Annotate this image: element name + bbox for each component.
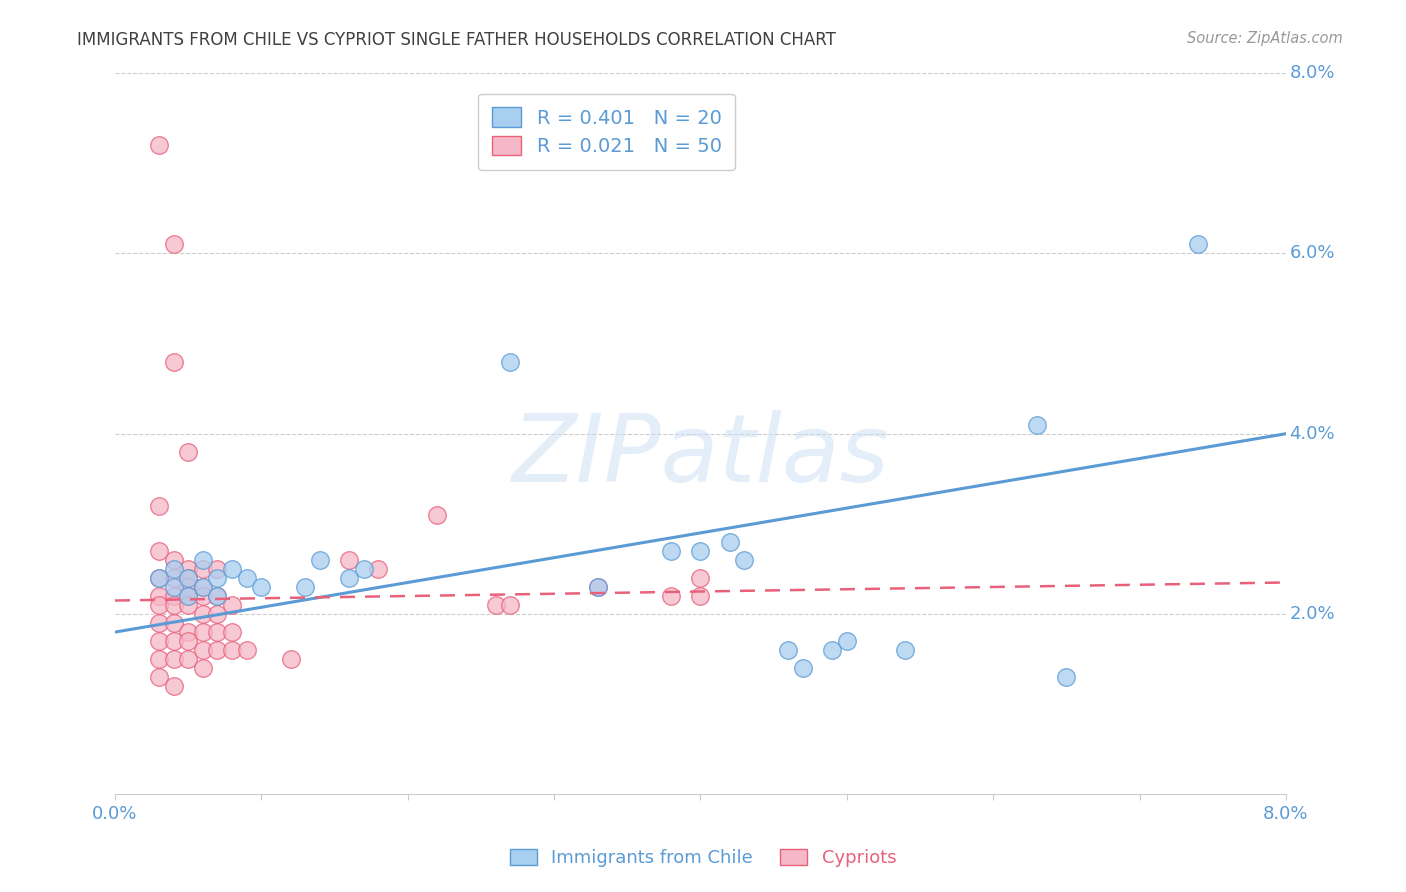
Point: [191, 625, 214, 640]
Point: [499, 598, 522, 612]
Point: [1054, 670, 1077, 684]
Point: [191, 589, 214, 603]
Point: [191, 661, 214, 675]
Point: [337, 571, 360, 585]
Point: [280, 652, 302, 666]
Point: [353, 562, 375, 576]
Text: IMMIGRANTS FROM CHILE VS CYPRIOT SINGLE FATHER HOUSEHOLDS CORRELATION CHART: IMMIGRANTS FROM CHILE VS CYPRIOT SINGLE …: [77, 31, 837, 49]
Legend: R = 0.401   N = 20, R = 0.021   N = 50: R = 0.401 N = 20, R = 0.021 N = 50: [478, 94, 735, 169]
Point: [148, 615, 170, 630]
Point: [499, 354, 522, 368]
Point: [778, 643, 800, 657]
Point: [191, 553, 214, 567]
Point: [586, 580, 609, 594]
Point: [1026, 417, 1049, 432]
Text: 6.0%: 6.0%: [1289, 244, 1334, 262]
Point: [148, 571, 170, 585]
Point: [148, 571, 170, 585]
Point: [162, 571, 184, 585]
Point: [191, 580, 214, 594]
Point: [191, 562, 214, 576]
Point: [177, 589, 200, 603]
Point: [177, 589, 200, 603]
Point: [733, 553, 755, 567]
Point: [148, 499, 170, 513]
Point: [162, 553, 184, 567]
Point: [659, 544, 682, 558]
Point: [835, 634, 858, 648]
Text: 2.0%: 2.0%: [1289, 605, 1336, 623]
Point: [177, 598, 200, 612]
Point: [191, 607, 214, 621]
Point: [207, 625, 229, 640]
Point: [162, 237, 184, 252]
Point: [426, 508, 449, 522]
Point: [689, 571, 711, 585]
Legend: Immigrants from Chile, Cypriots: Immigrants from Chile, Cypriots: [502, 841, 904, 874]
Point: [177, 652, 200, 666]
Point: [162, 580, 184, 594]
Point: [177, 444, 200, 458]
Point: [162, 652, 184, 666]
Point: [162, 598, 184, 612]
Text: 4.0%: 4.0%: [1289, 425, 1336, 442]
Text: ZIPatlas: ZIPatlas: [512, 409, 890, 500]
Point: [162, 634, 184, 648]
Point: [191, 580, 214, 594]
Point: [1187, 237, 1209, 252]
Point: [367, 562, 389, 576]
Point: [191, 643, 214, 657]
Point: [207, 562, 229, 576]
Point: [207, 571, 229, 585]
Point: [235, 571, 257, 585]
Point: [221, 598, 243, 612]
Point: [294, 580, 316, 594]
Point: [162, 562, 184, 576]
Point: [148, 670, 170, 684]
Point: [162, 615, 184, 630]
Point: [177, 625, 200, 640]
Point: [484, 598, 506, 612]
Point: [250, 580, 273, 594]
Text: Source: ZipAtlas.com: Source: ZipAtlas.com: [1187, 31, 1343, 46]
Point: [207, 589, 229, 603]
Point: [689, 589, 711, 603]
Point: [162, 354, 184, 368]
Point: [162, 589, 184, 603]
Text: 8.0%: 8.0%: [1289, 64, 1334, 82]
Point: [207, 589, 229, 603]
Point: [337, 553, 360, 567]
Point: [821, 643, 844, 657]
Point: [177, 562, 200, 576]
Point: [177, 634, 200, 648]
Point: [177, 580, 200, 594]
Point: [792, 661, 814, 675]
Point: [207, 643, 229, 657]
Point: [309, 553, 332, 567]
Point: [207, 607, 229, 621]
Point: [586, 580, 609, 594]
Point: [659, 589, 682, 603]
Point: [235, 643, 257, 657]
Point: [689, 544, 711, 558]
Point: [177, 571, 200, 585]
Point: [148, 652, 170, 666]
Point: [148, 634, 170, 648]
Point: [221, 625, 243, 640]
Point: [221, 562, 243, 576]
Point: [148, 589, 170, 603]
Point: [148, 598, 170, 612]
Point: [894, 643, 917, 657]
Point: [162, 679, 184, 693]
Point: [221, 643, 243, 657]
Point: [148, 138, 170, 153]
Point: [718, 535, 741, 549]
Point: [177, 571, 200, 585]
Point: [148, 544, 170, 558]
